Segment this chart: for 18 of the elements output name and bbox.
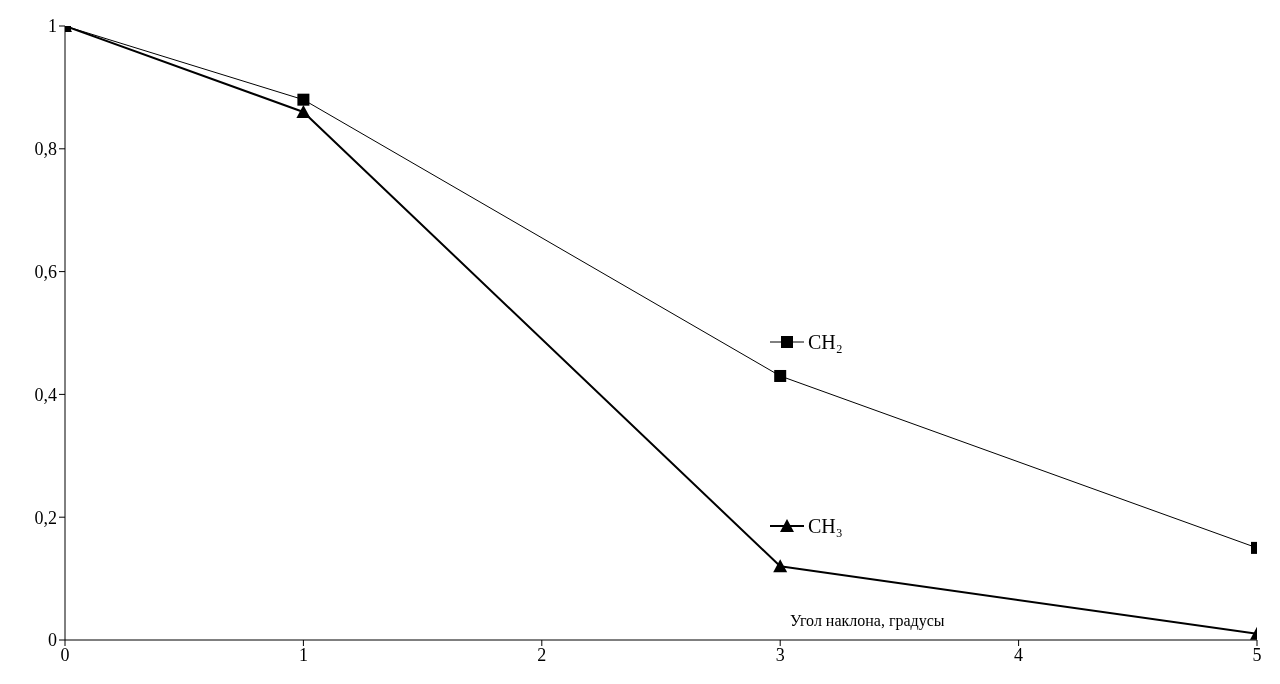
y-tick-label: 1 xyxy=(48,16,57,37)
legend-label: CH₃ xyxy=(808,514,843,538)
point xyxy=(296,104,311,118)
y-tick-label: 0,6 xyxy=(34,261,57,282)
point xyxy=(297,93,310,106)
y-tick-label: 0 xyxy=(48,630,57,651)
x-tick-label: 1 xyxy=(298,644,308,665)
y-tick-label: 0,2 xyxy=(34,507,57,528)
x-tick-label: 5 xyxy=(1252,644,1262,665)
point xyxy=(774,369,787,382)
x-tick-label: 3 xyxy=(775,644,785,665)
point xyxy=(773,559,788,573)
legend-label: CH₂ xyxy=(808,330,843,354)
x-tick-label: 4 xyxy=(1014,644,1024,665)
y-tick-label: 0,8 xyxy=(34,139,57,160)
x-axis-title: Угол наклона, градусы xyxy=(790,612,945,630)
y-tick-label: 0,4 xyxy=(34,384,57,405)
x-tick-label: 2 xyxy=(537,644,547,665)
